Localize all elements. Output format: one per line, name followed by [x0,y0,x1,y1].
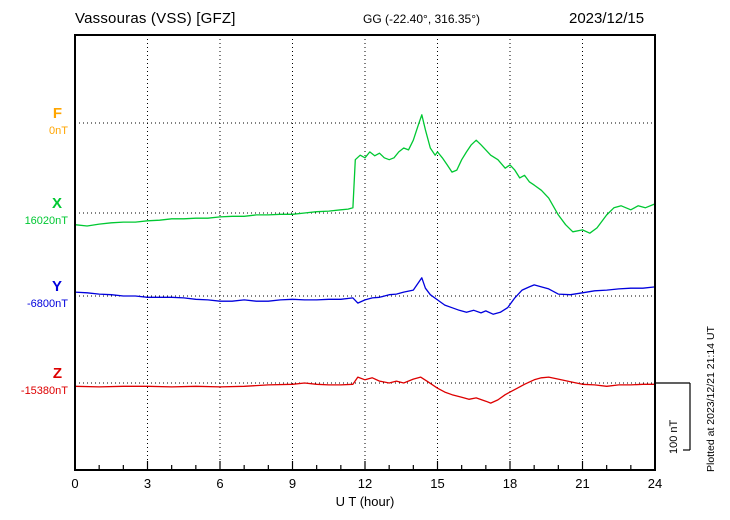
date-label: 2023/12/15 [569,10,645,27]
x-tick-label-9: 9 [288,476,297,491]
scale-bar-label: 100 nT [668,419,680,454]
x-tick-label-15: 15 [430,476,445,491]
x-tick-label-0: 0 [71,476,79,491]
x-axis-tick-labels: 0 3 6 9 12 15 18 21 24 [0,476,730,492]
trace-z [74,376,655,404]
series-baseline-value-z: -15380nT [20,385,68,397]
x-tick-label-12: 12 [357,476,373,491]
station-title: Vassouras (VSS) [GFZ] [75,10,236,27]
x-tick-label-21: 21 [575,476,590,491]
trace-y [74,277,656,315]
x-tick-label-24: 24 [647,476,663,491]
x-axis-title: U T (hour) [335,494,395,509]
x-tick-label-18: 18 [502,476,518,491]
geographic-coordinates: GG (-22.40°, 316.35°) [363,12,480,26]
plotted-at-label: Plotted at 2023/12/21 21:14 UT [705,326,717,472]
series-label-y: Y -6800nT [0,279,68,310]
series-label-z: Z -15380nT [0,366,68,397]
series-letter-y: Y [51,278,62,295]
series-letter-f: F [52,105,62,122]
plot-frame [74,34,656,471]
series-label-f: F 0nT [0,106,68,137]
trace-x [74,114,656,234]
series-baseline-value-y: -6800nT [27,298,68,310]
series-letter-x: X [51,195,62,212]
x-tick-label-6: 6 [216,476,224,491]
series-baseline-value-x: 16020nT [24,215,68,227]
series-label-x: X 16020nT [0,196,68,227]
series-baseline-value-f: 0nT [49,125,68,137]
x-tick-label-3: 3 [143,476,152,491]
series-letter-z: Z [52,365,62,382]
